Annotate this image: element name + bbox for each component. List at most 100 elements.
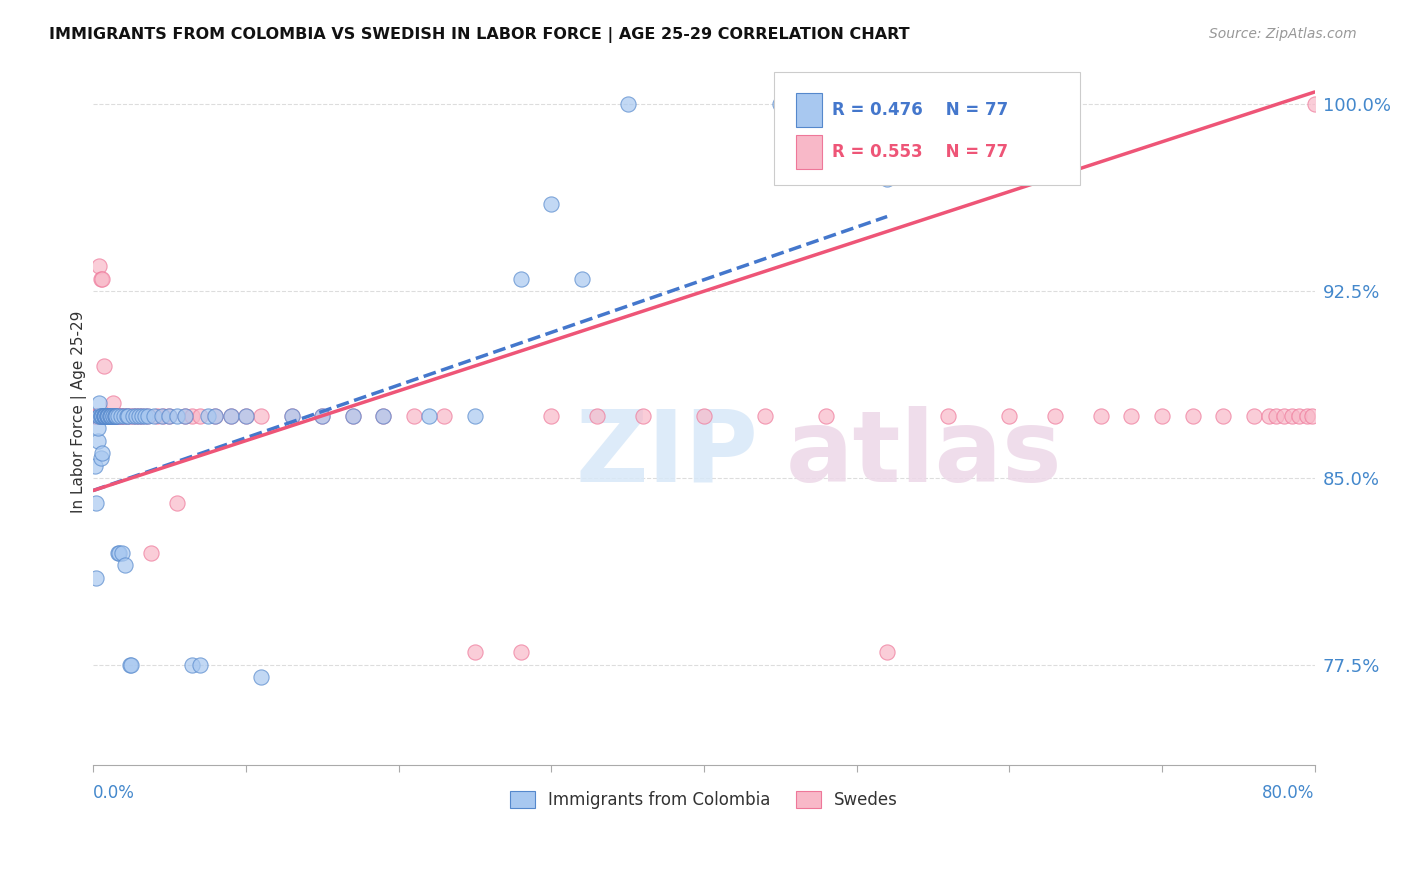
Point (101, 409, 124, 423)
Point (121, 409, 143, 423)
Point (117, 409, 139, 423)
Point (1150, 409, 1173, 423)
Point (204, 409, 226, 423)
Point (131, 409, 153, 423)
Point (84, 496, 107, 510)
Point (120, 657, 142, 672)
Point (540, 197, 562, 211)
Point (815, 409, 838, 423)
Point (114, 558, 136, 573)
Point (197, 409, 219, 423)
Point (103, 409, 125, 423)
Point (108, 409, 131, 423)
Point (84, 571, 107, 585)
Point (1296, 409, 1319, 423)
Point (94, 409, 117, 423)
Point (86, 409, 108, 423)
Point (105, 409, 128, 423)
Point (146, 409, 169, 423)
Point (1265, 409, 1288, 423)
Point (90, 451, 112, 466)
Point (108, 546, 131, 560)
Point (96, 409, 118, 423)
Point (204, 409, 226, 423)
Point (103, 409, 125, 423)
Point (1212, 409, 1234, 423)
Point (128, 409, 150, 423)
Point (94, 409, 117, 423)
Point (1303, 97, 1326, 112)
Point (134, 409, 156, 423)
Point (135, 409, 157, 423)
Point (586, 409, 609, 423)
Point (97, 409, 120, 423)
Point (280, 409, 302, 423)
Point (112, 409, 135, 423)
Point (1243, 409, 1265, 423)
Point (83, 409, 105, 423)
Point (1281, 409, 1303, 423)
Point (433, 409, 456, 423)
Text: 80.0%: 80.0% (1263, 784, 1315, 803)
Point (91, 272, 114, 286)
Legend: Immigrants from Colombia, Swedes: Immigrants from Colombia, Swedes (503, 785, 904, 816)
Point (96, 409, 118, 423)
Point (96, 409, 118, 423)
Point (89, 409, 111, 423)
Point (101, 409, 124, 423)
Point (250, 409, 273, 423)
Point (159, 409, 181, 423)
Point (693, 409, 716, 423)
Point (103, 409, 125, 423)
Point (173, 409, 195, 423)
Point (115, 409, 138, 423)
Point (93, 359, 115, 373)
Point (105, 409, 128, 423)
Point (159, 409, 181, 423)
Point (1043, 409, 1066, 423)
Point (89, 260, 111, 274)
Text: IMMIGRANTS FROM COLOMBIA VS SWEDISH IN LABOR FORCE | AGE 25-29 CORRELATION CHART: IMMIGRANTS FROM COLOMBIA VS SWEDISH IN L… (49, 27, 910, 43)
Point (373, 409, 395, 423)
Point (98, 409, 121, 423)
Text: Source: ZipAtlas.com: Source: ZipAtlas.com (1209, 27, 1357, 41)
Bar (796, 135, 823, 169)
Point (571, 272, 593, 286)
Point (1257, 409, 1279, 423)
Point (94, 409, 117, 423)
Text: atlas: atlas (786, 406, 1062, 503)
Point (90, 409, 112, 423)
Point (125, 409, 148, 423)
Point (89, 409, 111, 423)
Point (136, 409, 159, 423)
Point (110, 409, 132, 423)
Point (105, 409, 128, 423)
Point (125, 409, 148, 423)
Point (936, 409, 959, 423)
Point (235, 409, 257, 423)
Point (1121, 409, 1143, 423)
Point (235, 409, 257, 423)
Point (86, 421, 108, 435)
Point (150, 409, 173, 423)
Point (93, 409, 115, 423)
Point (101, 396, 124, 410)
Point (89, 396, 111, 410)
Point (93, 409, 115, 423)
Point (342, 409, 364, 423)
Point (97, 409, 120, 423)
Point (1288, 409, 1310, 423)
Point (111, 409, 134, 423)
Point (98, 409, 121, 423)
Point (107, 409, 129, 423)
Point (464, 645, 486, 659)
Point (110, 409, 132, 423)
Text: R = 0.476    N = 77: R = 0.476 N = 77 (832, 101, 1008, 119)
Point (83, 458, 105, 473)
Point (91, 446, 114, 460)
Point (754, 409, 776, 423)
Point (509, 272, 531, 286)
Point (464, 409, 486, 423)
Point (311, 409, 333, 423)
Point (100, 409, 122, 423)
